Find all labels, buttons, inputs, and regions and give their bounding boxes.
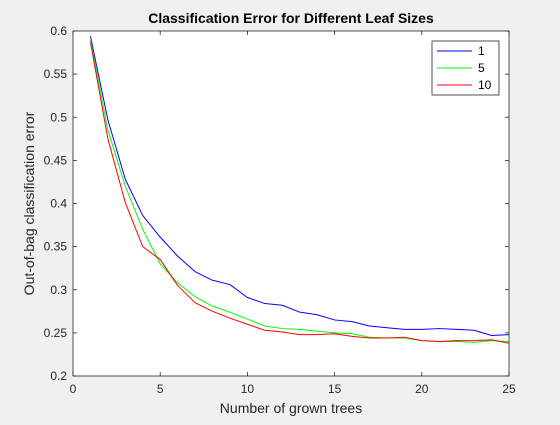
- chart-title: Classification Error for Different Leaf …: [148, 10, 434, 26]
- series-layer: [89, 36, 510, 344]
- x-tick-label: 25: [502, 382, 516, 396]
- y-tick-label: 0.35: [44, 240, 68, 254]
- x-tick-label: 20: [415, 382, 429, 396]
- y-tick-label: 0.25: [44, 326, 68, 340]
- series-line-10: [89, 42, 510, 344]
- y-tick-label: 0.3: [50, 283, 67, 297]
- x-tick-label: 5: [157, 382, 164, 396]
- x-tick-label: 0: [70, 382, 77, 396]
- y-tick-label: 0.4: [50, 197, 67, 211]
- x-axis-ticks: 0 5 10 15 20 25: [70, 31, 516, 396]
- x-tick-label: 15: [328, 382, 342, 396]
- legend-label: 10: [478, 78, 492, 92]
- legend-label: 5: [478, 61, 485, 75]
- series-line-1: [89, 36, 510, 336]
- y-tick-label: 0.5: [50, 110, 67, 124]
- y-tick-label: 0.45: [44, 153, 68, 167]
- legend-label: 1: [478, 44, 485, 58]
- y-tick-label: 0.2: [50, 369, 67, 383]
- y-axis-ticks: 0.2 0.25 0.3 0.35 0.4 0.45 0.5 0.55 0.6: [44, 24, 509, 383]
- x-axis-label: Number of grown trees: [220, 400, 362, 416]
- y-tick-label: 0.6: [50, 24, 67, 38]
- x-tick-label: 10: [241, 382, 255, 396]
- y-axis-label: Out-of-bag classification error: [21, 111, 37, 295]
- y-tick-label: 0.55: [44, 67, 68, 81]
